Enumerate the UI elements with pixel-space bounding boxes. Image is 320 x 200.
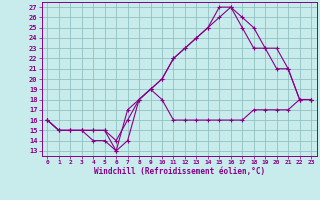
X-axis label: Windchill (Refroidissement éolien,°C): Windchill (Refroidissement éolien,°C) [94,167,265,176]
